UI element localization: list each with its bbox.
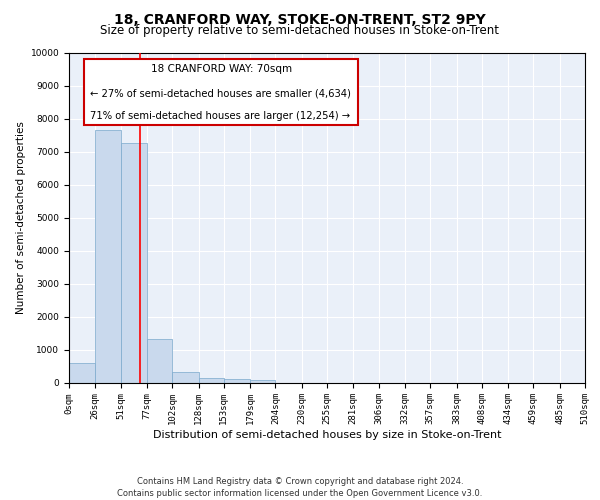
Bar — [95, 130, 121, 382]
Text: 18 CRANFORD WAY: 70sqm: 18 CRANFORD WAY: 70sqm — [151, 64, 292, 74]
Bar — [199, 378, 224, 382]
Bar — [172, 372, 199, 382]
FancyBboxPatch shape — [85, 59, 358, 125]
X-axis label: Distribution of semi-detached houses by size in Stoke-on-Trent: Distribution of semi-detached houses by … — [153, 430, 501, 440]
Bar — [69, 364, 95, 382]
Text: Size of property relative to semi-detached houses in Stoke-on-Trent: Size of property relative to semi-detach… — [101, 24, 499, 37]
Bar — [121, 143, 147, 382]
Y-axis label: Number of semi-detached properties: Number of semi-detached properties — [16, 121, 26, 314]
Text: 71% of semi-detached houses are larger (12,254) →: 71% of semi-detached houses are larger (… — [89, 110, 350, 120]
Bar — [224, 379, 250, 382]
Text: Contains HM Land Registry data © Crown copyright and database right 2024.
Contai: Contains HM Land Registry data © Crown c… — [118, 476, 482, 498]
Bar — [147, 338, 172, 382]
Text: 18, CRANFORD WAY, STOKE-ON-TRENT, ST2 9PY: 18, CRANFORD WAY, STOKE-ON-TRENT, ST2 9P… — [114, 12, 486, 26]
Bar — [250, 380, 275, 382]
Text: ← 27% of semi-detached houses are smaller (4,634): ← 27% of semi-detached houses are smalle… — [89, 89, 350, 99]
